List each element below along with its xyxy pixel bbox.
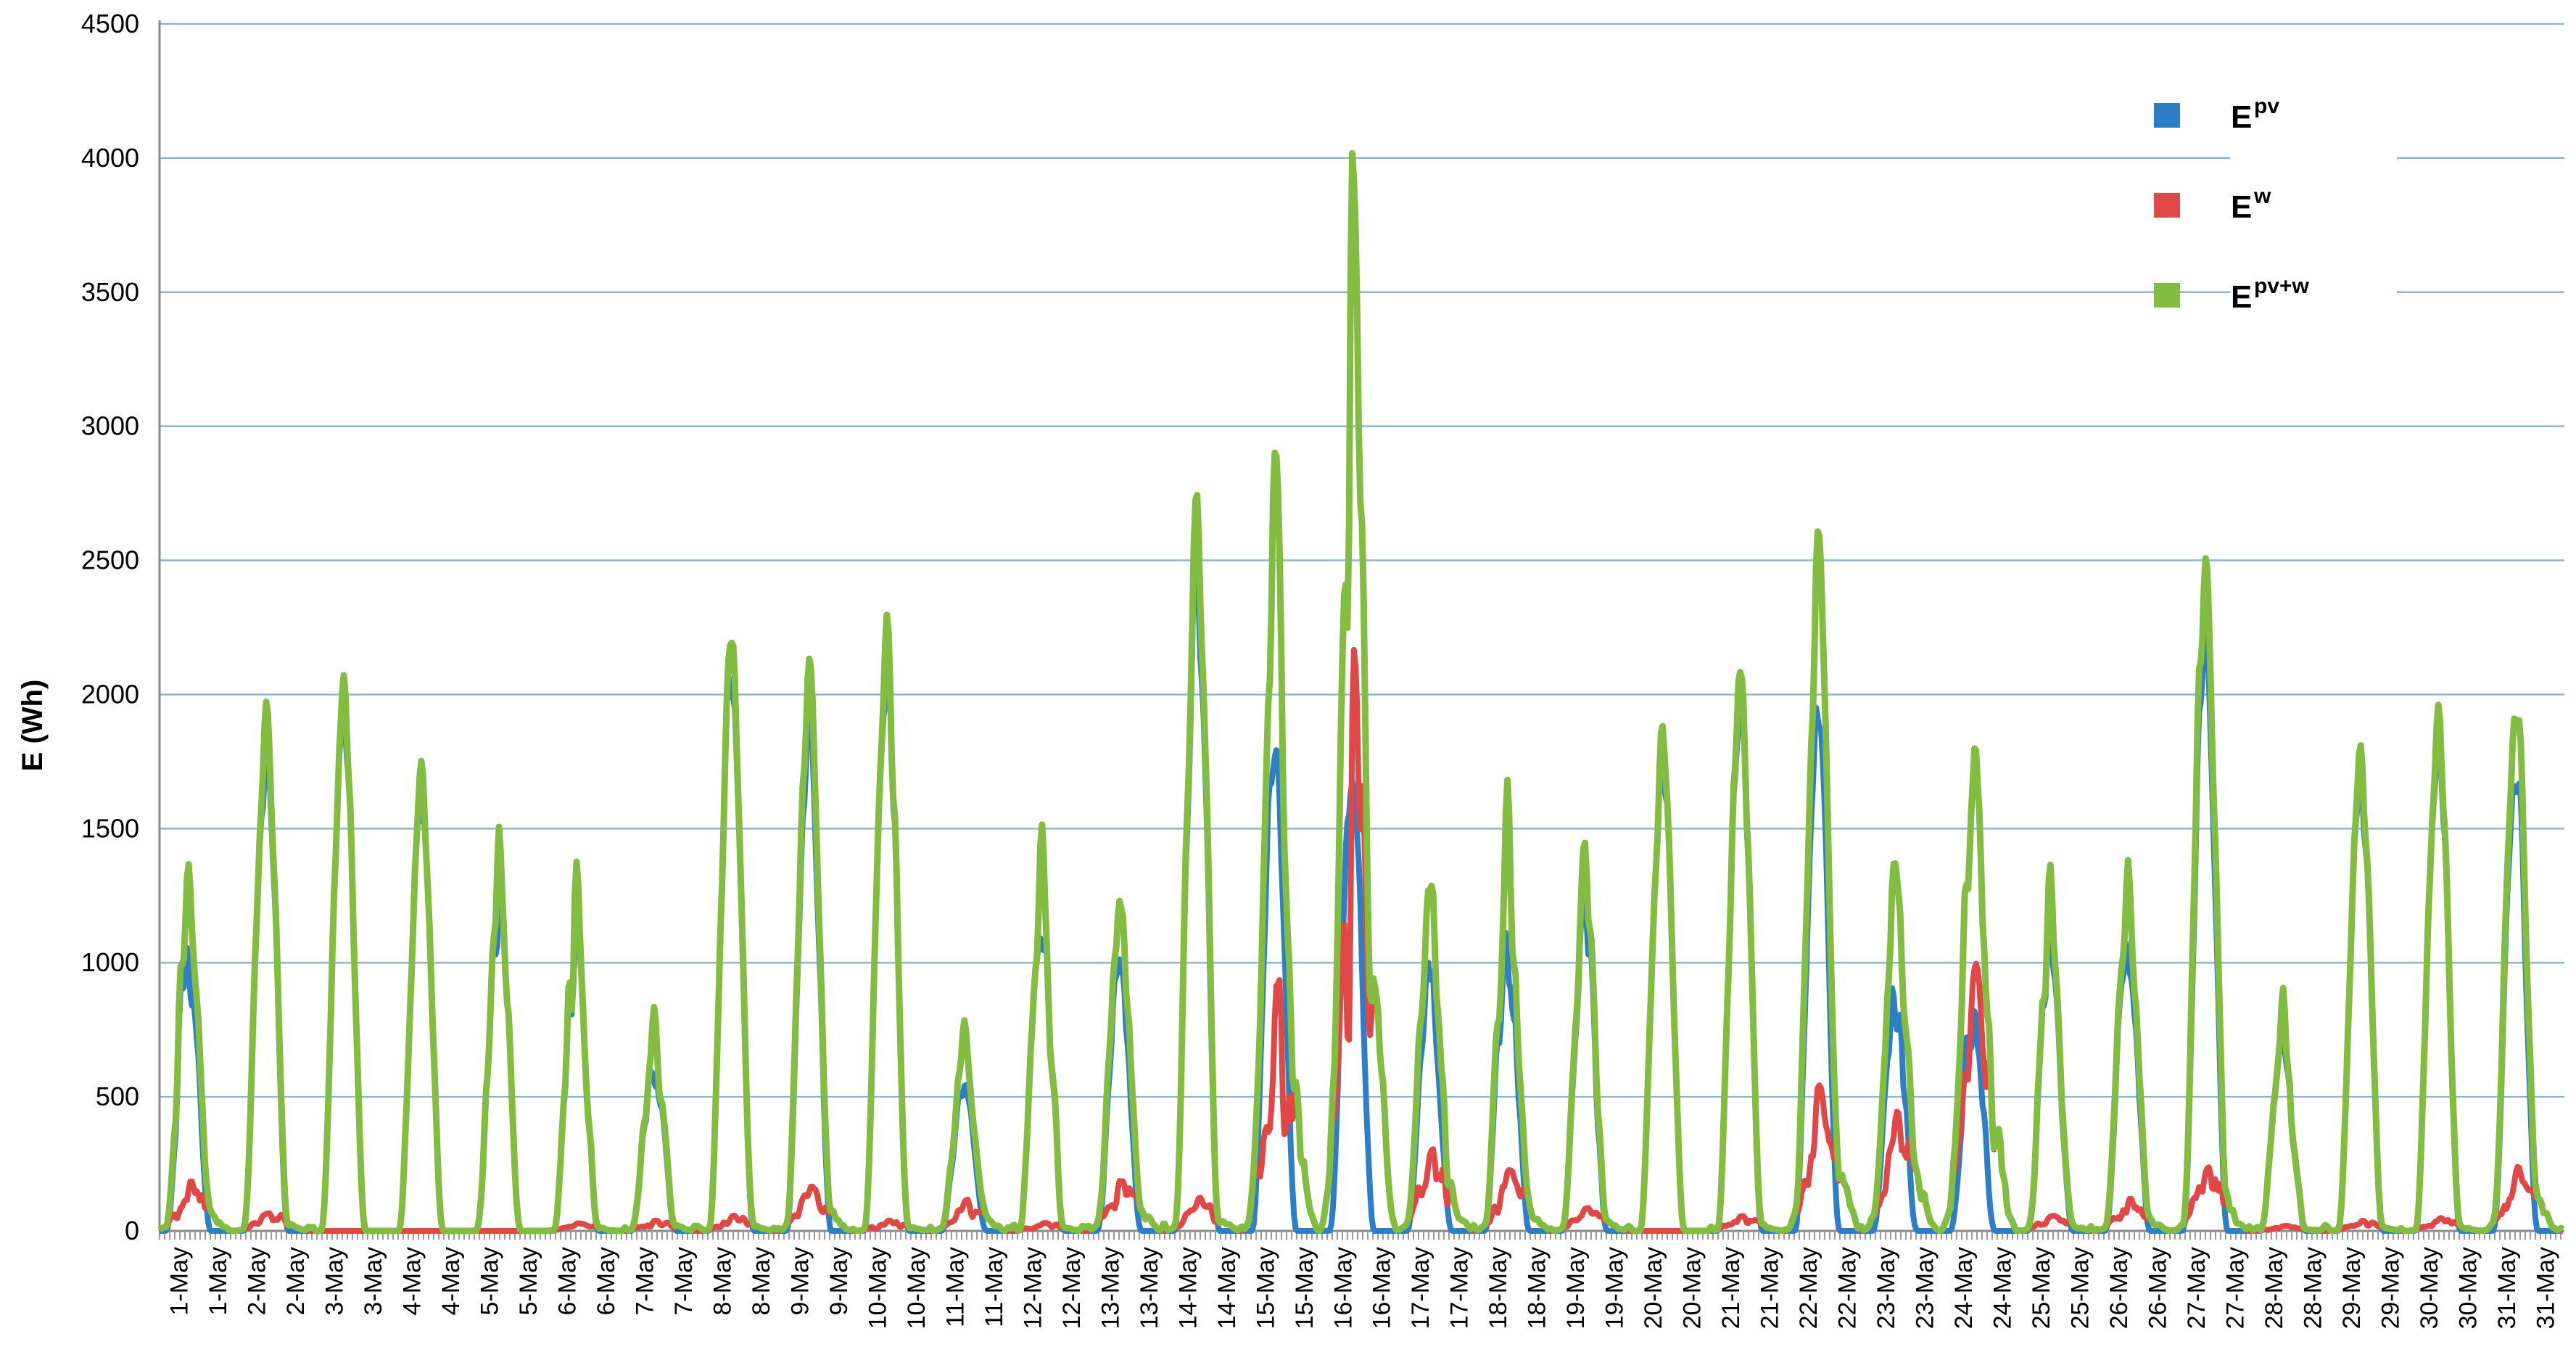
- x-tick-label: 9-May: [825, 1247, 853, 1315]
- x-tick-label: 25-May: [2028, 1247, 2055, 1329]
- x-tick-label: 26-May: [2105, 1247, 2133, 1329]
- x-tick-label: 27-May: [2183, 1247, 2210, 1329]
- legend-label-superscript: pv+w: [2254, 274, 2310, 298]
- x-tick-label: 11-May: [981, 1247, 1008, 1327]
- legend-swatch: [2154, 103, 2180, 128]
- y-tick-label: 3000: [81, 411, 139, 441]
- x-tick-label: 9-May: [786, 1247, 814, 1315]
- x-tick-label: 8-May: [748, 1247, 775, 1315]
- x-tick-label: 2-May: [282, 1247, 310, 1315]
- y-tick-label: 2500: [81, 545, 139, 575]
- legend-label: E: [2231, 279, 2252, 315]
- legend-label: E: [2231, 99, 2252, 135]
- x-minor-ticks: [159, 1231, 2561, 1240]
- x-tick-label: 16-May: [1368, 1247, 1396, 1329]
- y-tick-label: 500: [96, 1081, 139, 1111]
- x-tick-label: 24-May: [1950, 1247, 1978, 1329]
- legend-swatch: [2154, 193, 2180, 218]
- y-tick-label: 4000: [81, 143, 139, 173]
- y-tick-label: 1000: [81, 947, 139, 977]
- y-tick-label: 2000: [81, 679, 139, 709]
- x-tick-label: 31-May: [2493, 1247, 2521, 1329]
- x-tick-label: 13-May: [1097, 1247, 1124, 1329]
- x-tick-label: 19-May: [1562, 1247, 1590, 1329]
- legend-label-superscript: pv: [2254, 94, 2279, 118]
- series-lines: [157, 149, 2565, 1235]
- legend-label-superscript: w: [2253, 184, 2271, 208]
- x-tick-label: 5-May: [515, 1247, 542, 1315]
- x-tick-label: 29-May: [2338, 1247, 2366, 1329]
- legend-background: [2230, 87, 2397, 348]
- x-tick-label: 24-May: [1989, 1247, 2016, 1329]
- x-tick-label: 30-May: [2454, 1247, 2482, 1329]
- y-axis-label: E (Wh): [17, 680, 49, 772]
- x-tick-label: 18-May: [1485, 1247, 1512, 1329]
- x-tick-label: 30-May: [2416, 1247, 2443, 1329]
- x-tick-label: 20-May: [1640, 1247, 1667, 1329]
- x-tick-label: 3-May: [360, 1247, 387, 1315]
- x-tick-labels: 1-May 1-May 2-May 2-May 3-May 3-May 4-May 4-May…: [166, 1247, 2560, 1329]
- x-tick-label: 15-May: [1291, 1247, 1318, 1329]
- x-tick-label: 19-May: [1601, 1247, 1629, 1329]
- x-tick-label: 7-May: [632, 1247, 659, 1315]
- x-tick-label: 12-May: [1058, 1247, 1086, 1329]
- x-tick-label: 5-May: [476, 1247, 504, 1315]
- x-tick-label: 15-May: [1252, 1247, 1279, 1329]
- legend-swatch: [2154, 283, 2180, 308]
- series-line-epv-w: [157, 149, 2565, 1235]
- x-tick-label: 26-May: [2144, 1247, 2171, 1329]
- x-tick-label: 20-May: [1679, 1247, 1706, 1329]
- x-tick-label: 6-May: [593, 1247, 620, 1315]
- y-tick-label: 3500: [81, 277, 139, 307]
- x-tick-label: 28-May: [2299, 1247, 2327, 1329]
- x-tick-label: 23-May: [1873, 1247, 1900, 1329]
- y-tick-labels: 0 500 1000 1500 2000 2500 3000 3500 4000 4500: [81, 9, 139, 1245]
- x-tick-label: 22-May: [1834, 1247, 1862, 1329]
- y-tick-label: 4500: [81, 9, 139, 38]
- legend-label: E: [2231, 189, 2252, 225]
- x-tick-label: 8-May: [709, 1247, 737, 1315]
- x-tick-label: 22-May: [1795, 1247, 1822, 1329]
- x-tick-label: 13-May: [1136, 1247, 1163, 1329]
- x-tick-label: 29-May: [2377, 1247, 2404, 1329]
- x-tick-label: 14-May: [1174, 1247, 1202, 1329]
- x-tick-label: 10-May: [864, 1247, 891, 1329]
- x-tick-label: 14-May: [1213, 1247, 1241, 1329]
- x-tick-label: 1-May: [205, 1247, 232, 1315]
- x-tick-label: 31-May: [2532, 1247, 2559, 1329]
- x-tick-label: 27-May: [2221, 1247, 2249, 1329]
- x-tick-label: 4-May: [399, 1247, 426, 1315]
- x-tick-label: 11-May: [941, 1247, 969, 1327]
- x-tick-label: 2-May: [244, 1247, 271, 1315]
- x-tick-label: 6-May: [554, 1247, 582, 1315]
- x-tick-label: 4-May: [437, 1247, 465, 1315]
- x-tick-label: 18-May: [1524, 1247, 1551, 1329]
- x-tick-label: 7-May: [670, 1247, 698, 1315]
- x-tick-label: 28-May: [2261, 1247, 2288, 1329]
- x-tick-label: 16-May: [1329, 1247, 1357, 1329]
- x-tick-label: 17-May: [1407, 1247, 1434, 1329]
- x-tick-label: 17-May: [1446, 1247, 1474, 1329]
- x-tick-label: 21-May: [1756, 1247, 1784, 1329]
- y-tick-label: 1500: [81, 813, 139, 843]
- x-tick-label: 21-May: [1717, 1247, 1745, 1329]
- x-tick-label: 3-May: [321, 1247, 349, 1315]
- y-tick-label: 0: [125, 1216, 139, 1245]
- x-tick-label: 1-May: [166, 1247, 194, 1315]
- x-tick-label: 25-May: [2066, 1247, 2094, 1329]
- x-tick-label: 10-May: [903, 1247, 930, 1329]
- x-tick-label: 12-May: [1019, 1247, 1046, 1329]
- x-tick-label: 23-May: [1912, 1247, 1939, 1329]
